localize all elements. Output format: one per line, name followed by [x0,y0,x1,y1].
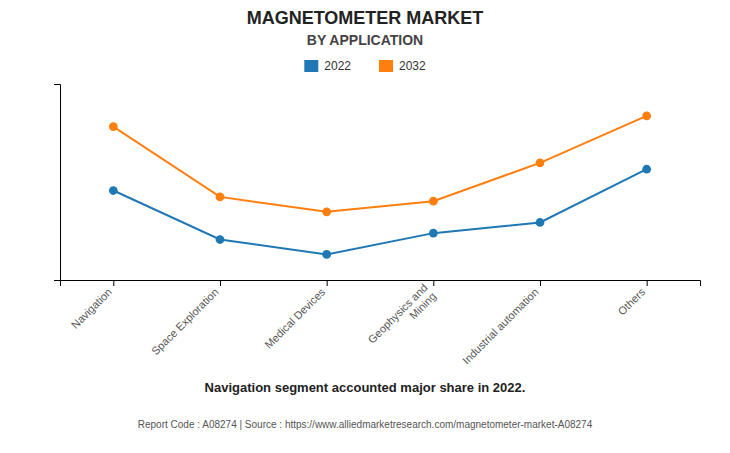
point [536,158,545,167]
point [109,186,118,195]
point [216,235,225,244]
legend: 2022 2032 [304,59,426,73]
x-tick-mark [113,280,114,286]
series-line [113,169,646,254]
legend-label: 2022 [324,59,351,73]
legend-item: 2032 [379,59,426,73]
point [429,229,438,238]
point [322,250,331,259]
footer-note: Navigation segment accounted major share… [205,380,526,395]
x-tick-mark [540,280,541,286]
y-axis-line [54,85,61,281]
point [109,122,118,131]
y-axis [54,85,61,281]
series-line [113,116,646,212]
x-tick-mark [433,280,434,286]
plot-area [109,112,651,259]
x-axis: Navigation Space Exploration Medical Devic… [61,280,701,366]
x-tick-label: Space Exploration [149,286,221,358]
legend-swatch [379,60,393,72]
point [642,112,651,121]
x-tick: Others [615,280,647,317]
x-tick-label: Navigation [69,286,114,331]
legend-swatch [304,60,318,72]
subtitle: BY APPLICATION [307,32,423,48]
x-tick-label: Medical Devices [262,285,327,350]
point [216,193,225,202]
x-tick-label: Others [615,285,647,317]
title: MAGNETOMETER MARKET [247,8,484,28]
x-tick-label: Geophysics andMining [365,281,438,354]
x-tick: Industrial automation [460,280,541,366]
x-tick: Medical Devices [262,280,327,351]
point [429,197,438,206]
point [536,218,545,227]
x-tick-mark [327,280,328,286]
x-tick-mark [647,280,648,286]
point [322,207,331,216]
x-tick: Geophysics andMining [365,280,438,354]
legend-label: 2032 [399,59,426,73]
x-tick: Navigation [69,280,114,331]
x-tick-label: Industrial automation [460,286,541,367]
point [642,165,651,174]
source-note: Report Code : A08274 | Source : https://… [138,419,593,430]
x-axis-line [61,281,701,287]
x-tick-mark [220,280,221,286]
legend-item: 2022 [304,59,351,73]
x-tick: Space Exploration [149,280,221,357]
